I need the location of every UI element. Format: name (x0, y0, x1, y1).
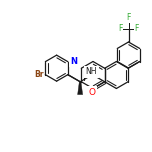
Text: F: F (126, 13, 131, 22)
Text: N: N (70, 57, 77, 66)
Text: O: O (88, 88, 95, 97)
Text: Br: Br (34, 70, 43, 79)
Polygon shape (78, 82, 83, 95)
Text: F: F (134, 24, 139, 33)
Text: F: F (118, 24, 123, 33)
Text: NH: NH (86, 67, 97, 76)
